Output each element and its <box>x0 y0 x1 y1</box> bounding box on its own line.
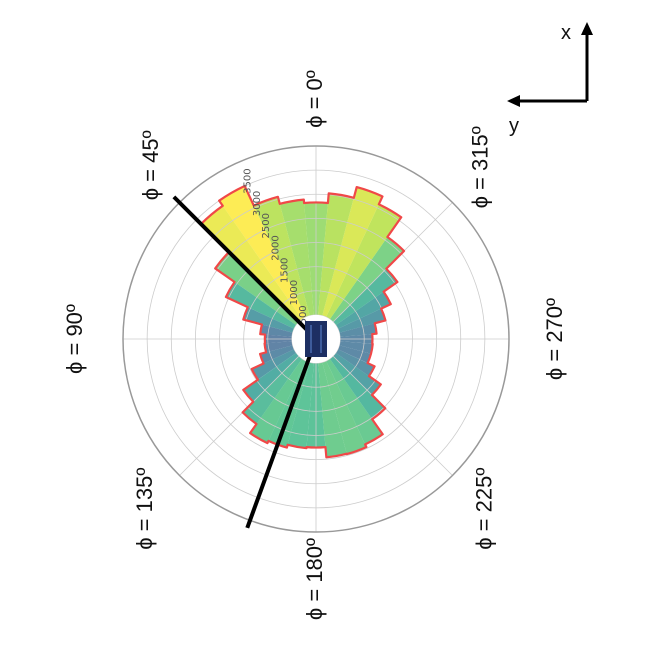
data-wedge <box>201 205 303 322</box>
data-wedge <box>260 345 295 364</box>
data-wedge <box>219 185 306 320</box>
data-wedge <box>251 349 297 380</box>
angle-label: ϕ = 315º <box>468 126 493 208</box>
angle-label: ϕ = 270º <box>542 298 567 380</box>
data-wedge <box>329 356 386 420</box>
data-wedge <box>333 268 398 326</box>
data-wedge <box>335 291 391 329</box>
data-wedge <box>279 199 314 316</box>
center-marker <box>305 321 327 357</box>
angle-label: ϕ = 90º <box>62 304 87 374</box>
data-wedge <box>335 349 375 377</box>
data-wedge <box>215 251 299 326</box>
center-block <box>305 321 327 357</box>
data-wedge <box>339 323 377 337</box>
data-wedge <box>333 352 381 395</box>
data-wedge <box>318 193 354 316</box>
data-wedge <box>326 358 383 445</box>
data-wedge <box>337 308 386 333</box>
data-wedge <box>242 356 303 424</box>
y-axis-label: y <box>509 115 519 137</box>
data-wedge <box>329 237 405 322</box>
angle-labels: ϕ = 0º ϕ = 45º ϕ = 90º ϕ = 135º ϕ = 180º ϕ = … <box>62 70 567 620</box>
angle-label: ϕ = 0º <box>302 70 327 128</box>
radial-tick-label: 1500 <box>280 258 291 283</box>
boundary-lines <box>172 195 318 529</box>
data-wedge <box>225 281 297 329</box>
y-axis-arrow-head <box>507 95 520 107</box>
data-wedge <box>264 341 293 353</box>
boundary-line <box>172 195 318 341</box>
data-wedge <box>287 362 314 449</box>
radial-tick-label: 2500 <box>261 213 272 238</box>
angle-label: ϕ = 45º <box>138 130 163 200</box>
angle-label: ϕ = 225º <box>472 468 497 550</box>
boundary-line <box>245 338 318 529</box>
grid-spoke <box>332 355 453 476</box>
xy-axes-indicator: x y <box>507 22 593 137</box>
envelope-outline <box>199 184 406 459</box>
angle-label: ϕ = 180º <box>302 538 327 620</box>
data-wedge <box>253 196 310 318</box>
data-wedge <box>337 345 371 364</box>
data-wedge <box>322 187 383 318</box>
radial-tick-label: 3000 <box>252 191 263 216</box>
data-wedge <box>243 307 295 333</box>
radial-tick-label: 2000 <box>270 235 281 260</box>
outer-circle <box>122 145 510 533</box>
x-axis-arrow-head <box>581 22 593 35</box>
radial-tick-label: 1000 <box>289 280 300 305</box>
radial-tick-label: 500 <box>298 305 309 324</box>
data-wedge <box>326 204 402 320</box>
grid-spoke <box>179 355 300 476</box>
angle-label: ϕ = 135º <box>132 468 157 550</box>
x-axis-label: x <box>561 22 571 44</box>
data-wedge <box>243 352 299 402</box>
radial-tick-label: 3500 <box>243 168 254 193</box>
